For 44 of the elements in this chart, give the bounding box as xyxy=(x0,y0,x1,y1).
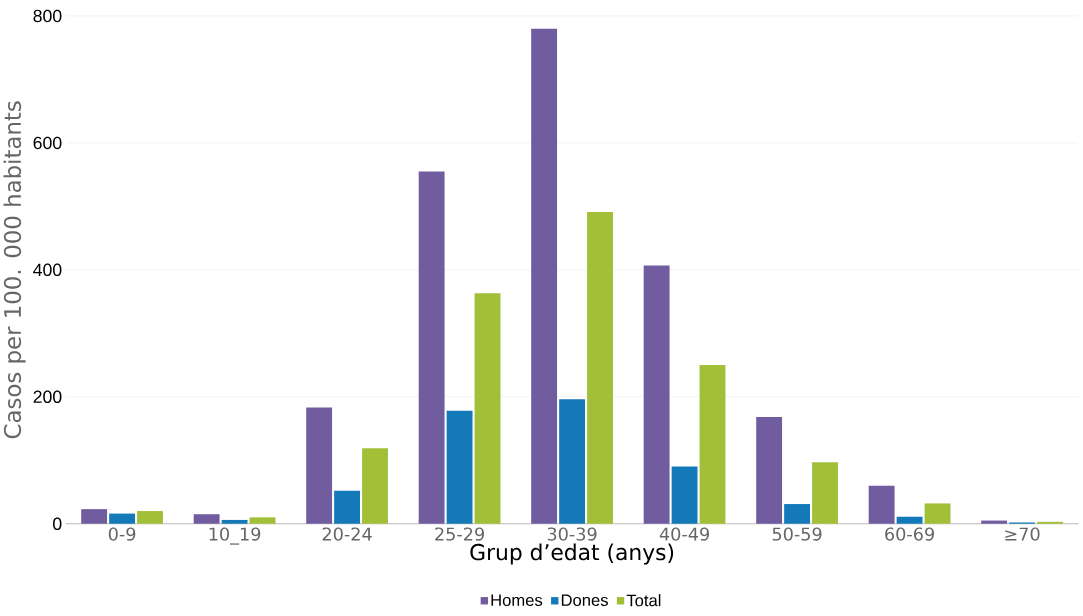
bar xyxy=(109,513,136,524)
y-tick-label: 400 xyxy=(33,263,62,277)
bar xyxy=(221,519,248,524)
legend-label: Total xyxy=(626,594,661,607)
bar xyxy=(362,448,388,524)
bar xyxy=(559,399,586,524)
legend-label: Homes xyxy=(491,594,543,607)
bar xyxy=(474,293,501,524)
x-tick-label: 30-39 xyxy=(547,527,597,541)
bar xyxy=(924,503,951,524)
x-tick-label: 40-49 xyxy=(659,527,709,541)
y-tick-label: 0 xyxy=(53,517,62,530)
bar xyxy=(812,462,838,524)
x-tick-label: 25-29 xyxy=(435,527,484,541)
bar xyxy=(981,520,1008,524)
bar xyxy=(137,511,163,524)
x-axis-title: Grup d’edat (anys) xyxy=(470,543,674,565)
bar xyxy=(249,517,276,524)
bar xyxy=(896,516,923,524)
y-axis-title: Casos per 100. 000 habitants xyxy=(3,101,26,439)
x-tick-label: 0-9 xyxy=(108,527,136,541)
bar xyxy=(418,171,445,524)
x-tick-label: 20-24 xyxy=(322,527,372,541)
x-tick-label: ≥70 xyxy=(1005,527,1040,541)
bar xyxy=(306,407,333,524)
legend-label: Dones xyxy=(561,594,608,607)
x-tick-label: 60-69 xyxy=(885,527,934,541)
bar xyxy=(531,28,558,524)
bar xyxy=(81,509,108,524)
bar xyxy=(756,417,783,524)
y-tick-label: 200 xyxy=(33,390,62,404)
bar xyxy=(446,410,473,524)
bar xyxy=(193,514,220,524)
bar xyxy=(868,485,895,524)
x-tick-label: 10_19 xyxy=(209,527,261,545)
bar xyxy=(671,466,698,524)
y-tick-label: 800 xyxy=(33,9,62,23)
y-tick-label: 600 xyxy=(33,136,62,150)
bar xyxy=(699,365,726,524)
bar xyxy=(784,504,811,524)
x-tick-label: 50-59 xyxy=(772,527,822,541)
bar xyxy=(643,265,670,524)
bar xyxy=(334,490,361,524)
bar xyxy=(587,212,613,524)
